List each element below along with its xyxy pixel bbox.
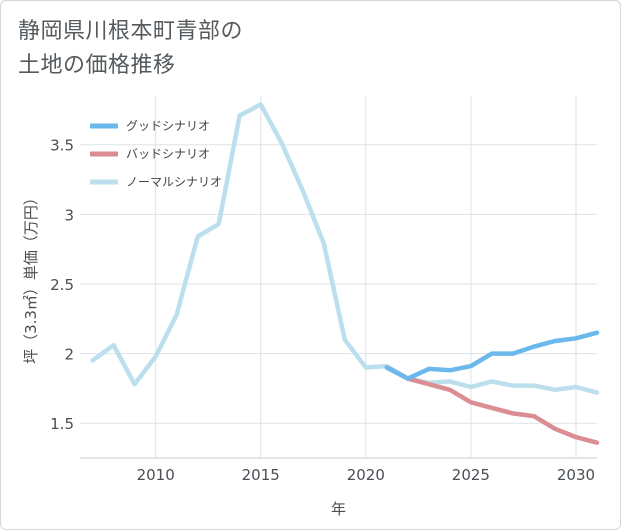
y-tick-labels: 1.5 2 2.5 3 3.5 [50, 137, 74, 433]
grid-lines [80, 96, 597, 458]
chart-title-line-1: 静岡県川根本町青部の [18, 19, 244, 44]
x-tick-label: 2010 [137, 466, 175, 484]
x-tick-label: 2020 [347, 466, 385, 484]
y-tick-label: 3 [64, 206, 74, 224]
x-axis-title: 年 [331, 500, 346, 518]
y-tick-label: 1.5 [50, 415, 74, 433]
x-tick-label: 2030 [557, 466, 595, 484]
y-tick-label: 2.5 [50, 276, 74, 294]
y-tick-label: 2 [64, 346, 74, 364]
legend-label-good: グッドシナリオ [126, 119, 210, 133]
x-tick-label: 2015 [242, 466, 280, 484]
chart-title-line-2: 土地の価格推移 [18, 53, 176, 78]
x-tick-labels: 2010 2015 2020 2025 2030 [137, 466, 596, 484]
x-tick-label: 2025 [452, 466, 490, 484]
y-axis-title: 坪（3.3㎡）単価（万円） [22, 190, 40, 364]
series-line-bad [384, 365, 600, 445]
legend-label-bad: バッドシナリオ [126, 147, 210, 161]
y-tick-label: 3.5 [50, 137, 74, 155]
legend-label-normal: ノーマルシナリオ [126, 175, 222, 189]
series-layer [90, 102, 600, 445]
series-line-good [384, 330, 600, 381]
series-line-normal [90, 102, 600, 395]
chart-title: 静岡県川根本町青部の 土地の価格推移 [18, 15, 418, 83]
